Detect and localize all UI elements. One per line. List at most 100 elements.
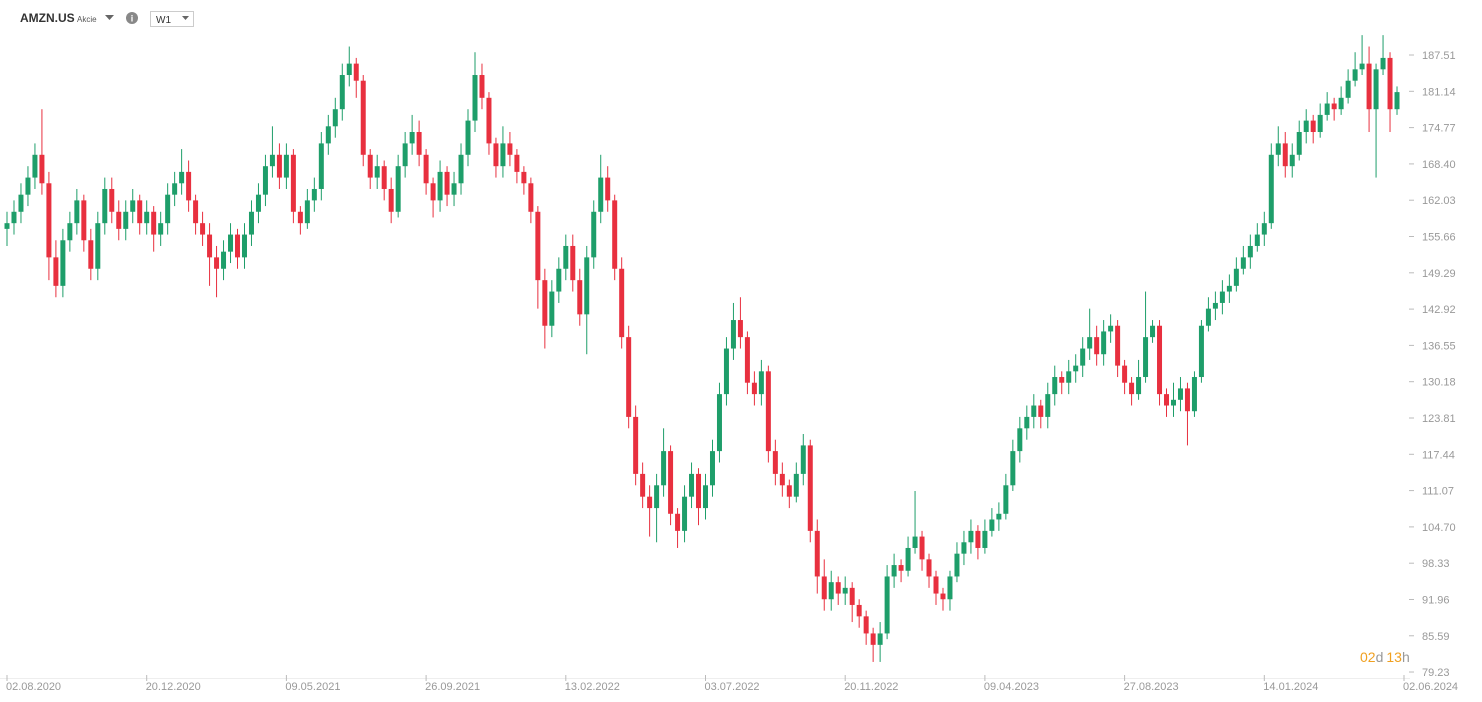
- candle-body: [703, 485, 708, 509]
- candle-body: [1324, 103, 1330, 115]
- candle-body: [283, 154, 289, 178]
- candle-body: [1366, 63, 1372, 110]
- candle-body: [311, 188, 317, 201]
- x-tick-label: 20.12.2020: [146, 681, 201, 693]
- candle-body: [367, 154, 373, 178]
- dropdown-arrow[interactable]: [105, 15, 114, 20]
- x-tick-label: 20.11.2022: [844, 681, 898, 693]
- candle-body: [947, 576, 953, 600]
- candle-body: [1191, 377, 1197, 412]
- timeframe-box[interactable]: [150, 11, 194, 27]
- candle-body: [556, 268, 562, 292]
- candle-body: [1087, 337, 1093, 349]
- candle-body: [577, 280, 583, 315]
- candle-body: [500, 143, 506, 167]
- candle-body: [332, 109, 338, 127]
- candle-body: [1184, 388, 1190, 412]
- countdown-hours-unit: h: [1402, 649, 1410, 665]
- candle-body: [779, 473, 785, 486]
- candle-body: [821, 576, 827, 600]
- candle-body: [1150, 325, 1156, 338]
- candle-body: [1394, 92, 1400, 110]
- candle-body: [849, 587, 855, 605]
- candle-body: [926, 559, 932, 577]
- x-tick-label: 02.06.2024: [1403, 681, 1458, 693]
- candle-body: [1122, 365, 1128, 383]
- symbol: AMZN.US: [20, 11, 75, 25]
- candle-body: [221, 251, 227, 269]
- info-glyph: i: [131, 14, 134, 24]
- candle-body: [863, 616, 869, 634]
- candle-body: [1254, 234, 1260, 246]
- x-tick-label: 09.04.2023: [984, 681, 1039, 693]
- candle-body: [402, 143, 408, 167]
- candle-body: [716, 394, 722, 452]
- candle-body: [919, 536, 925, 560]
- candle-body: [730, 320, 736, 349]
- candle-body: [1170, 399, 1176, 406]
- y-tick-label: 181.14: [1422, 86, 1456, 98]
- candle-body: [709, 451, 715, 486]
- candle-body: [737, 320, 743, 338]
- candle-body: [109, 188, 115, 212]
- candle-body: [179, 171, 185, 184]
- candle-body: [877, 633, 883, 645]
- candle-body: [647, 496, 653, 509]
- candle-body: [1059, 377, 1065, 383]
- candle-body: [325, 126, 331, 144]
- candle-body: [360, 80, 366, 155]
- candle-body: [982, 530, 988, 548]
- candle-body: [1115, 325, 1121, 366]
- y-tick-label: 136.55: [1422, 340, 1456, 352]
- candle-body: [25, 177, 31, 195]
- candle-body: [248, 211, 254, 235]
- candle-body: [32, 154, 38, 178]
- candle-body: [207, 234, 213, 258]
- candle-body: [528, 183, 534, 212]
- candle-body: [74, 200, 80, 224]
- y-tick-label: 117.44: [1422, 449, 1455, 461]
- info-icon[interactable]: [126, 12, 138, 24]
- candle-body: [123, 211, 129, 229]
- y-tick-label: 187.51: [1422, 50, 1456, 62]
- candle-body: [479, 75, 485, 98]
- candle-body: [793, 473, 799, 497]
- candle-body: [144, 211, 150, 224]
- candle-body: [912, 536, 918, 548]
- candle-body: [549, 291, 555, 326]
- candle-body: [975, 530, 981, 548]
- candle-body: [444, 171, 450, 195]
- candle-body: [46, 183, 52, 258]
- candle-body: [409, 131, 415, 144]
- candle-body: [304, 200, 310, 224]
- candle-body: [884, 576, 890, 634]
- x-tick-label: 02.08.2020: [6, 681, 61, 693]
- candle-body: [968, 530, 974, 543]
- candle-body: [1338, 97, 1344, 110]
- candle-body: [612, 200, 618, 269]
- candle-body: [682, 496, 688, 531]
- candle-body: [395, 166, 401, 212]
- candle-body: [130, 200, 136, 212]
- countdown-hours: 13: [1386, 649, 1402, 665]
- candle-body: [1282, 143, 1288, 167]
- candle-body: [276, 154, 282, 178]
- candle-body: [4, 223, 10, 229]
- candle-body: [633, 416, 639, 474]
- y-tick-label: 123.81: [1422, 413, 1456, 425]
- candle-body: [1198, 325, 1204, 378]
- candle-body: [1212, 302, 1218, 309]
- candle-body: [591, 211, 597, 258]
- candle-body: [416, 131, 422, 155]
- candle-body: [1345, 80, 1351, 98]
- candle-body: [374, 166, 380, 178]
- candle-body: [1038, 405, 1044, 417]
- candle-body: [1066, 371, 1072, 383]
- x-tick-label: 09.05.2021: [285, 681, 340, 693]
- candle-body: [430, 183, 436, 201]
- candle-body: [765, 371, 771, 452]
- candle-body: [605, 177, 611, 201]
- candle-body: [18, 194, 24, 212]
- candle-body: [493, 143, 499, 167]
- candle-body: [1108, 325, 1114, 332]
